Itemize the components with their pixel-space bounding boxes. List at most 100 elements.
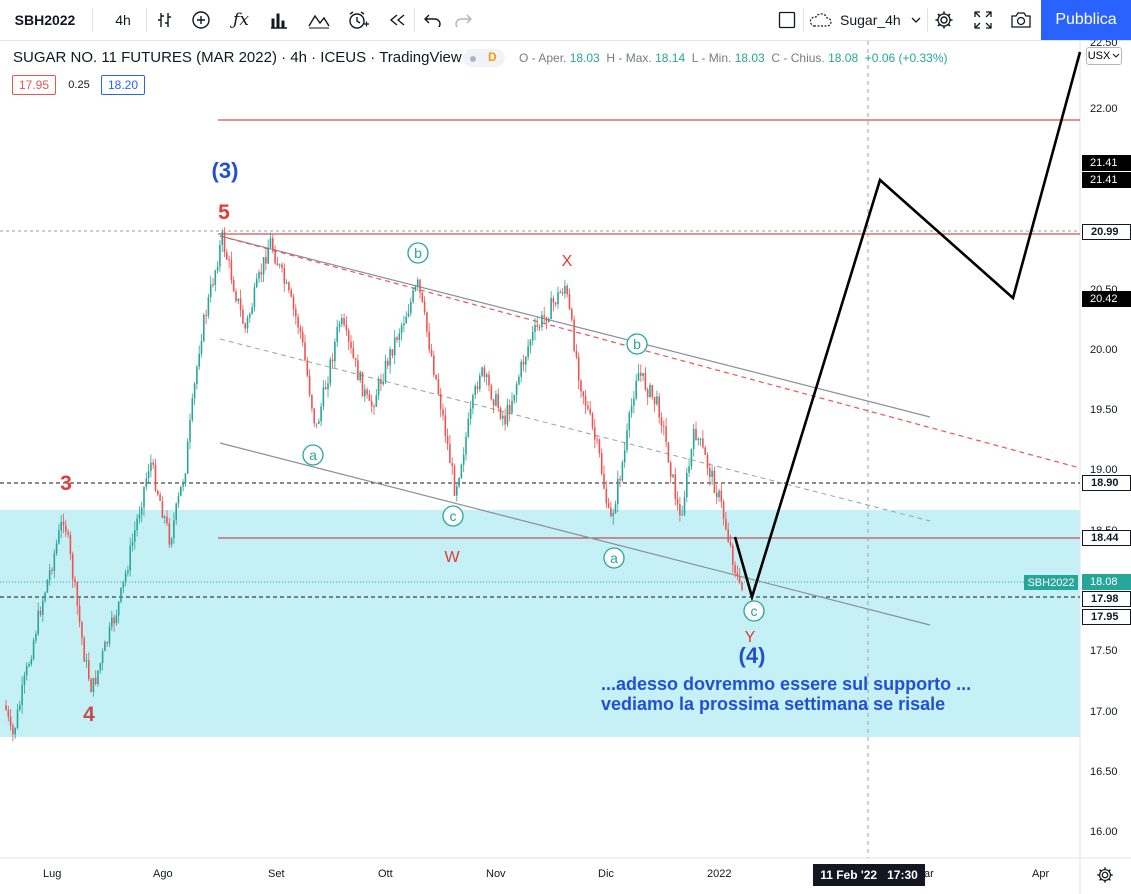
candle-body xyxy=(423,301,426,313)
candle-body xyxy=(610,507,612,517)
candle-body xyxy=(331,359,334,362)
candle-body xyxy=(304,342,306,361)
candle-body xyxy=(656,396,658,405)
camera-icon[interactable] xyxy=(1004,0,1038,40)
candle-body xyxy=(113,617,115,624)
chart-legend-title[interactable]: SUGAR NO. 11 FUTURES (MAR 2022) · 4h · I… xyxy=(13,49,462,66)
time-tick-ott: Ott xyxy=(378,868,393,880)
gear-icon[interactable] xyxy=(928,0,960,40)
candle-body xyxy=(150,462,152,472)
undo-icon[interactable] xyxy=(418,0,448,40)
candle-body xyxy=(209,284,212,298)
delayed-badge-label: D xyxy=(488,50,497,64)
candle-body xyxy=(692,429,695,450)
symbol-search-button[interactable]: SBH2022 xyxy=(14,12,76,28)
candle-body xyxy=(589,408,591,414)
candle-body xyxy=(736,572,739,576)
candle-body xyxy=(74,579,76,583)
candle-body xyxy=(738,575,741,583)
candle-body xyxy=(384,360,387,382)
candle-body xyxy=(651,384,654,397)
candle-body xyxy=(672,474,674,477)
toolbar-divider xyxy=(803,8,804,32)
axis-tick-19: 19.00 xyxy=(1090,464,1118,476)
bar-chart-icon[interactable] xyxy=(262,0,296,40)
candle-body xyxy=(318,421,320,424)
wave-label-y: Y xyxy=(745,629,756,646)
candle-body xyxy=(341,318,343,324)
candle-body xyxy=(336,326,338,342)
low-value: 18.03 xyxy=(734,51,765,65)
delayed-badge[interactable]: D xyxy=(463,49,505,67)
layout-square-icon[interactable] xyxy=(772,0,802,40)
candle-body xyxy=(347,330,350,342)
candle-body xyxy=(265,257,267,264)
candle-body xyxy=(315,423,318,425)
alert-clock-icon[interactable] xyxy=(340,0,376,40)
candle-body xyxy=(207,297,210,316)
settings-gear-icon[interactable] xyxy=(1094,864,1116,886)
candle-body xyxy=(9,716,12,726)
candle-body xyxy=(653,396,656,405)
candle-body xyxy=(380,379,382,385)
candle-body xyxy=(255,278,258,288)
channel-red-dashed xyxy=(219,235,1081,469)
wave-circle-a2-label: a xyxy=(610,550,618,566)
candle-body xyxy=(175,503,177,521)
candle-body xyxy=(117,601,120,616)
candle-body xyxy=(612,513,614,517)
candle-body xyxy=(594,427,596,440)
candle-body xyxy=(258,272,260,279)
candle-body xyxy=(46,579,49,593)
candle-body xyxy=(278,264,281,266)
candle-body xyxy=(205,314,207,316)
time-tick-apr: Apr xyxy=(1032,868,1050,880)
candle-body xyxy=(173,520,175,539)
compare-icon[interactable] xyxy=(148,0,184,40)
interval-button[interactable]: 4h xyxy=(115,12,131,28)
candle-body xyxy=(163,516,166,518)
currency-label: USX xyxy=(1087,50,1111,62)
candle-body xyxy=(534,324,536,333)
candle-body xyxy=(239,298,242,310)
time-tick-lug: Lug xyxy=(43,868,62,880)
status-dot-icon xyxy=(470,56,476,62)
publish-button[interactable]: Pubblica xyxy=(1041,0,1131,40)
chart-type-icon[interactable] xyxy=(302,0,336,40)
candle-body xyxy=(106,641,108,644)
ask-price-box[interactable]: 18.20 xyxy=(101,75,145,95)
ohlc-legend: O - Aper. 18.03 H - Max. 18.14 L - Min. … xyxy=(519,51,948,65)
candle-body xyxy=(140,507,143,515)
add-symbol-icon[interactable] xyxy=(184,0,218,40)
candle-body xyxy=(101,651,104,664)
candle-body xyxy=(679,504,681,516)
fullscreen-icon[interactable] xyxy=(966,0,1000,40)
candle-body xyxy=(39,610,42,615)
redo-icon[interactable] xyxy=(448,0,478,40)
bid-price-box[interactable]: 17.95 xyxy=(12,75,56,95)
candle-body xyxy=(32,640,35,660)
candle-body xyxy=(718,490,720,498)
candle-body xyxy=(334,341,336,362)
candle-body xyxy=(660,417,663,426)
candle-body xyxy=(124,572,127,582)
currency-selector[interactable]: USX xyxy=(1086,47,1122,65)
replay-icon[interactable] xyxy=(380,0,414,40)
candle-body xyxy=(637,372,640,381)
layout-name-dropdown[interactable]: Sugar_4h xyxy=(808,0,930,40)
candle-body xyxy=(322,387,325,407)
candle-body xyxy=(108,626,111,644)
wave-circle-a1-label: a xyxy=(309,447,317,463)
candle-body xyxy=(419,279,421,293)
candle-body xyxy=(223,232,226,253)
indicators-fx-icon[interactable]: ƒx xyxy=(233,10,249,30)
candle-body xyxy=(290,290,292,297)
candle-body xyxy=(568,294,571,310)
candle-body xyxy=(237,298,240,301)
wave-label-3-blue: (3) xyxy=(212,158,239,183)
candle-body xyxy=(626,430,628,451)
candle-body xyxy=(382,381,384,385)
candle-body xyxy=(166,516,168,524)
candle-body xyxy=(476,386,479,390)
